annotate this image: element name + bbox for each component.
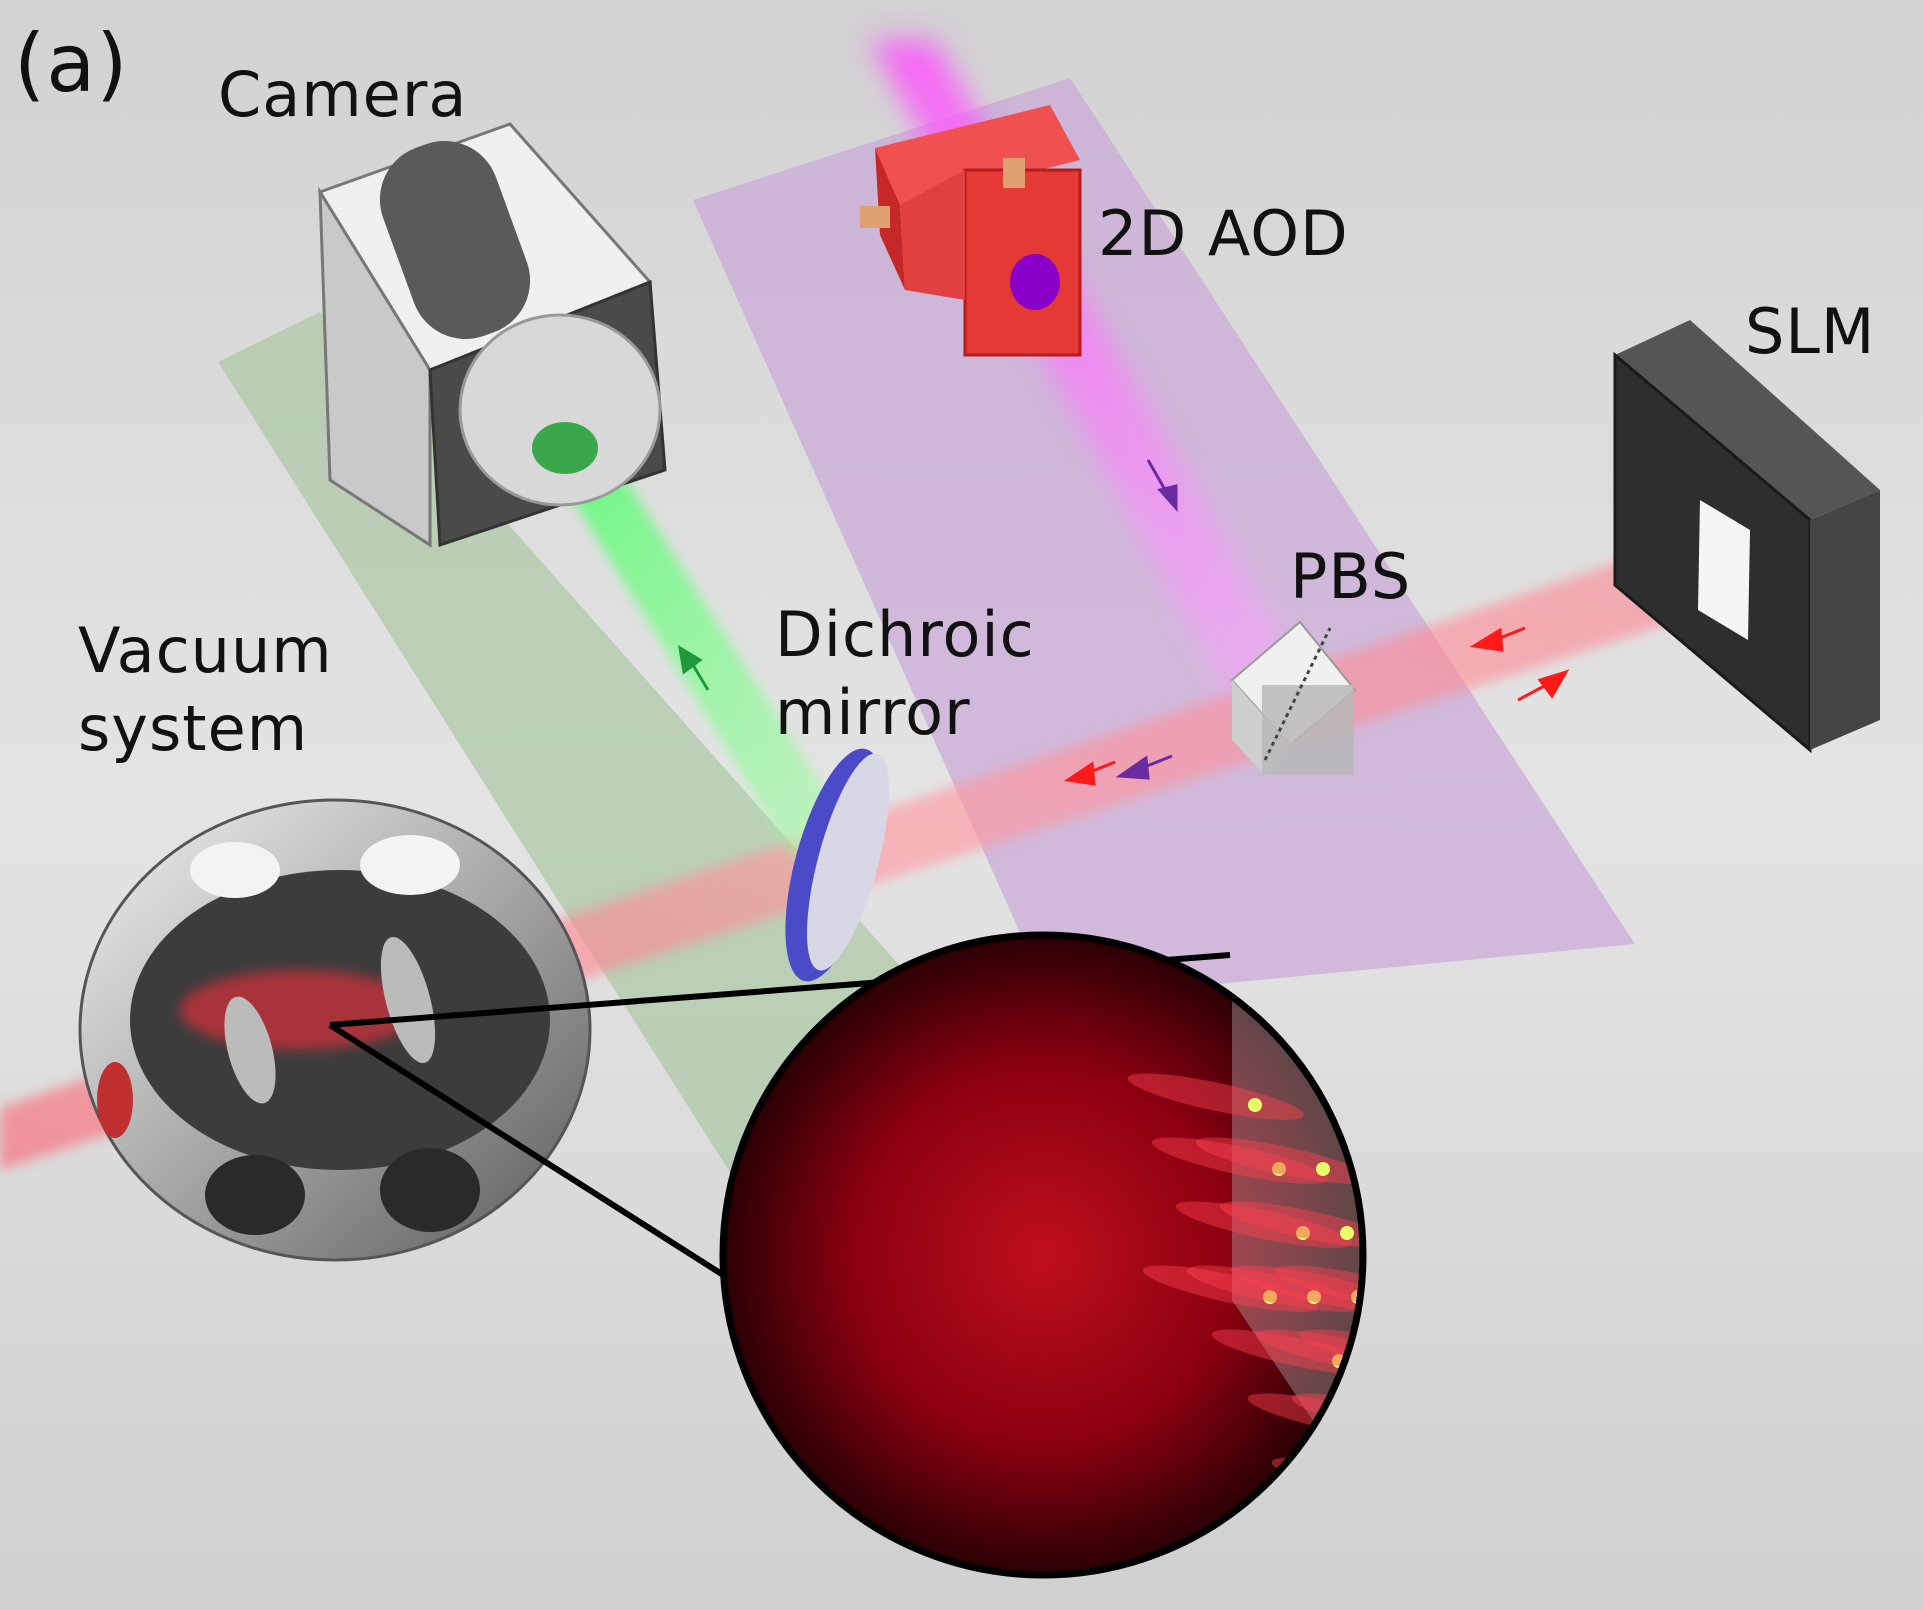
arrow-green-up: [677, 645, 710, 691]
arrow-purple-left: [1115, 754, 1173, 780]
panel-label: (a): [14, 17, 129, 110]
arrows: [677, 459, 1570, 786]
tweezer-spot: [1340, 1226, 1354, 1240]
tweezer-spot: [1296, 1226, 1310, 1240]
vacuum-system-label: Vacuum system: [78, 614, 333, 765]
pbs-label: PBS: [1290, 540, 1412, 613]
arrow-red-left-2: [1063, 760, 1116, 786]
tweezer-spot: [1307, 1290, 1321, 1304]
tweezer-glow: [1255, 1329, 1363, 1376]
slm-label: SLM: [1745, 295, 1876, 368]
arrow-purple-down: [1146, 459, 1178, 512]
slm-device: [1613, 320, 1880, 754]
camera: [317, 122, 667, 548]
tweezer-spot: [1263, 1290, 1277, 1304]
camera-label: Camera: [218, 58, 468, 131]
aod-label: 2D AOD: [1098, 197, 1349, 270]
pbs-cube: [1230, 620, 1357, 775]
dichroic-mirror: [785, 748, 889, 982]
arrow-red-left-1: [1469, 626, 1526, 652]
tweezer-spot: [1272, 1162, 1286, 1176]
tweezer-glow: [1299, 1329, 1363, 1376]
green-fluorescence-beam: [555, 440, 850, 860]
arrow-red-right: [1517, 669, 1570, 702]
tweezer-spot: [1316, 1162, 1330, 1176]
aod-device: [860, 105, 1082, 357]
tweezer-spot: [1248, 1098, 1262, 1112]
dichroic-mirror-label: Dichroic mirror: [775, 598, 1035, 749]
